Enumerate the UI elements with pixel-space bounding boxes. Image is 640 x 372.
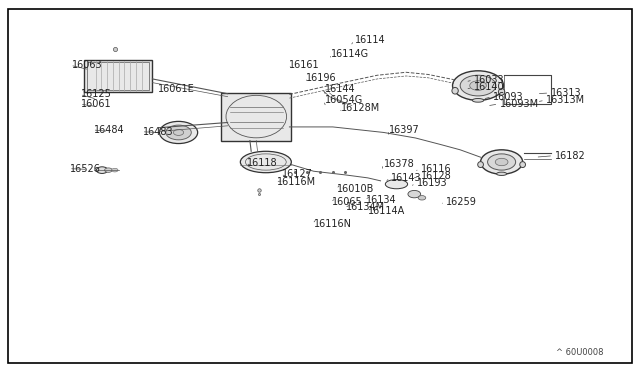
Text: 16063: 16063 (72, 60, 102, 70)
Text: 16116N: 16116N (314, 219, 351, 229)
Circle shape (159, 121, 198, 144)
Circle shape (470, 81, 486, 90)
Text: 16259: 16259 (446, 197, 477, 207)
Ellipse shape (497, 172, 507, 176)
Text: 16114A: 16114A (368, 206, 405, 216)
Ellipse shape (499, 89, 505, 95)
Text: 16061: 16061 (81, 99, 111, 109)
Ellipse shape (385, 180, 408, 189)
Text: 16313: 16313 (550, 88, 581, 98)
Text: 16116M: 16116M (276, 177, 316, 187)
Circle shape (111, 168, 118, 172)
Text: 16378: 16378 (384, 159, 415, 169)
Text: 16127: 16127 (282, 169, 313, 179)
Circle shape (173, 129, 184, 135)
Text: 16118: 16118 (246, 158, 277, 168)
Circle shape (481, 150, 523, 174)
Ellipse shape (472, 99, 484, 102)
Ellipse shape (477, 161, 483, 167)
Text: 16196: 16196 (306, 73, 337, 83)
Text: 16193: 16193 (417, 179, 447, 188)
Bar (221, 93, 291, 141)
Text: 16483: 16483 (143, 127, 173, 137)
Text: 16182: 16182 (554, 151, 585, 161)
Text: 16116: 16116 (420, 164, 451, 174)
Circle shape (452, 71, 504, 100)
Circle shape (104, 168, 112, 172)
Text: 16114: 16114 (355, 35, 386, 45)
Text: 16143: 16143 (392, 173, 422, 183)
Circle shape (418, 196, 426, 200)
Text: ^ 60U0008: ^ 60U0008 (556, 347, 604, 357)
Text: 16061E: 16061E (157, 84, 195, 94)
Ellipse shape (520, 161, 525, 167)
Text: 16093: 16093 (493, 92, 524, 102)
Text: 16313M: 16313M (546, 95, 586, 105)
Circle shape (488, 154, 516, 170)
Text: 16114G: 16114G (331, 49, 369, 59)
Text: 16128M: 16128M (341, 103, 380, 113)
Text: 16054G: 16054G (325, 95, 364, 105)
Text: 16140: 16140 (474, 83, 505, 92)
Circle shape (97, 167, 108, 173)
Text: 16484: 16484 (94, 125, 124, 135)
Text: 16397: 16397 (389, 125, 420, 135)
Circle shape (408, 190, 420, 198)
Text: 16128: 16128 (420, 171, 451, 181)
Text: 16144: 16144 (325, 84, 356, 94)
Text: 16093M: 16093M (500, 99, 539, 109)
Text: 16125: 16125 (81, 89, 112, 99)
Text: 16065: 16065 (332, 197, 362, 207)
Ellipse shape (452, 87, 458, 94)
Text: 16033: 16033 (474, 75, 505, 85)
Bar (84, 60, 152, 92)
Text: 16526: 16526 (70, 164, 101, 174)
Text: 16161: 16161 (289, 60, 320, 70)
Circle shape (495, 158, 508, 166)
Text: 16134: 16134 (366, 195, 397, 205)
Ellipse shape (241, 151, 291, 173)
Circle shape (166, 125, 191, 140)
Text: 16134M: 16134M (346, 202, 385, 212)
Circle shape (460, 75, 496, 96)
Text: 16010B: 16010B (337, 184, 374, 194)
Bar (87, 62, 149, 90)
